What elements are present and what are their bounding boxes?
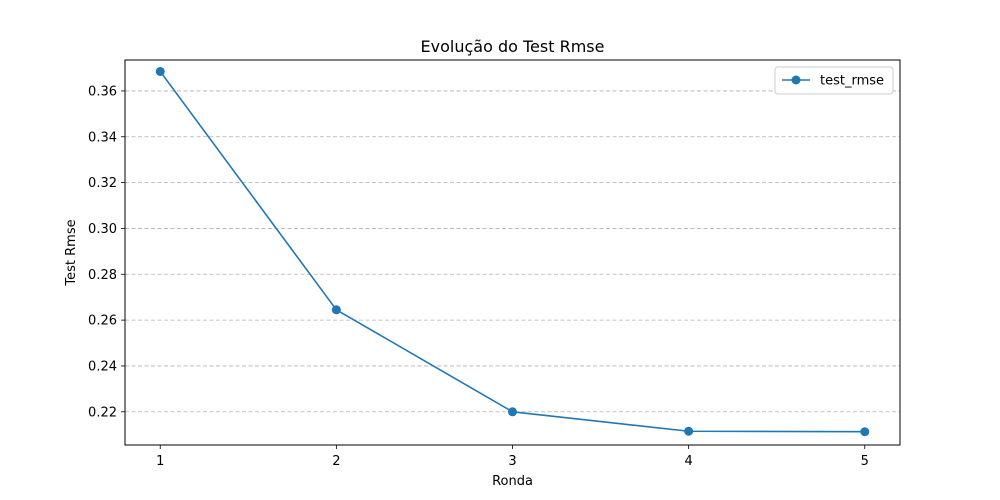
legend-label: test_rmse bbox=[820, 74, 884, 89]
y-tick-label: 0.36 bbox=[88, 84, 117, 99]
x-tick-label: 3 bbox=[508, 454, 516, 469]
y-tick-label: 0.30 bbox=[88, 222, 117, 237]
y-axis-label: Test Rmse bbox=[64, 219, 79, 286]
legend-box bbox=[774, 66, 894, 95]
x-axis-ticks: 1 2 3 4 5 bbox=[156, 445, 869, 469]
legend: test_rmse bbox=[774, 66, 894, 95]
legend-marker bbox=[791, 75, 801, 85]
y-tick-label: 0.26 bbox=[88, 314, 117, 329]
x-tick-label: 1 bbox=[156, 454, 164, 469]
x-tick-label: 2 bbox=[332, 454, 340, 469]
y-tick-label: 0.28 bbox=[88, 268, 117, 283]
y-tick-label: 0.34 bbox=[88, 130, 117, 145]
data-point bbox=[331, 305, 341, 315]
y-axis-ticks: 0.22 0.24 0.26 0.28 0.30 0.32 0.34 0.36 bbox=[88, 84, 125, 420]
y-tick-label: 0.24 bbox=[88, 359, 117, 374]
data-point bbox=[508, 407, 517, 417]
y-tick-label: 0.22 bbox=[88, 405, 117, 420]
data-point bbox=[684, 426, 694, 436]
plot-area-frame bbox=[124, 59, 901, 446]
y-tick-label: 0.32 bbox=[88, 176, 117, 191]
series-layer bbox=[155, 66, 870, 437]
chart-title: Evolução do Test Rmse bbox=[421, 37, 605, 56]
x-tick-label: 4 bbox=[684, 454, 692, 469]
x-tick-label: 5 bbox=[861, 454, 869, 469]
data-point bbox=[860, 427, 870, 437]
x-axis-label: Ronda bbox=[492, 474, 533, 489]
data-point bbox=[155, 66, 165, 76]
